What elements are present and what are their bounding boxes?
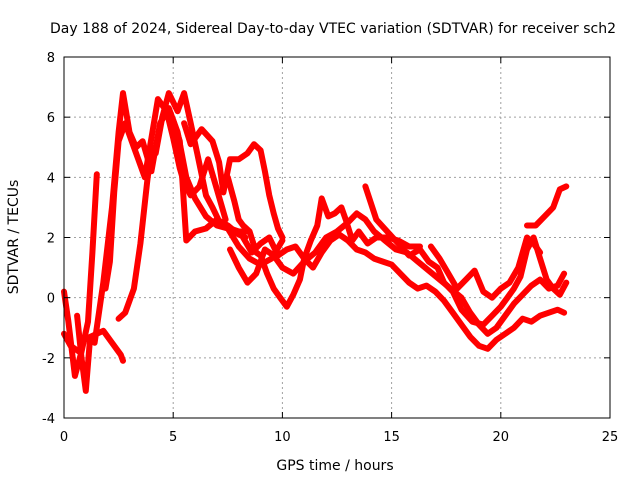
x-tick-label: 10	[274, 430, 291, 445]
series-track-7	[170, 117, 249, 244]
series-track-5	[115, 90, 251, 322]
y-tick-label: 8	[47, 51, 55, 66]
x-tick-label: 20	[493, 430, 510, 445]
y-tick-label: 4	[47, 171, 55, 186]
series-track-12	[427, 234, 544, 301]
chart-title: Day 188 of 2024, Sidereal Day-to-day VTE…	[50, 21, 616, 37]
series-track-13	[524, 183, 570, 229]
y-axis-label: SDTVAR / TECUs	[6, 180, 22, 295]
series-track-6	[181, 120, 286, 241]
x-tick-label: 0	[60, 430, 68, 445]
y-tick-label: 2	[47, 232, 55, 247]
series-track-4	[102, 96, 229, 292]
series-track-10	[240, 231, 568, 352]
y-tick-label: -2	[42, 352, 55, 367]
x-tick-label: 25	[602, 430, 619, 445]
series-track-8	[224, 174, 423, 310]
x-axis-label: GPS time / hours	[276, 458, 393, 474]
y-tick-label: 0	[47, 292, 55, 307]
series-track-3	[74, 312, 126, 394]
axis-ticks: 0 5 10 15 20 25 -4 -2 0 2 4 6 8	[42, 51, 618, 445]
y-tick-label: 6	[47, 111, 55, 126]
y-tick-label: -4	[42, 412, 55, 427]
x-tick-label: 15	[383, 430, 400, 445]
series-track-11	[362, 183, 570, 328]
x-tick-label: 5	[169, 430, 177, 445]
data-series-group	[61, 90, 570, 394]
